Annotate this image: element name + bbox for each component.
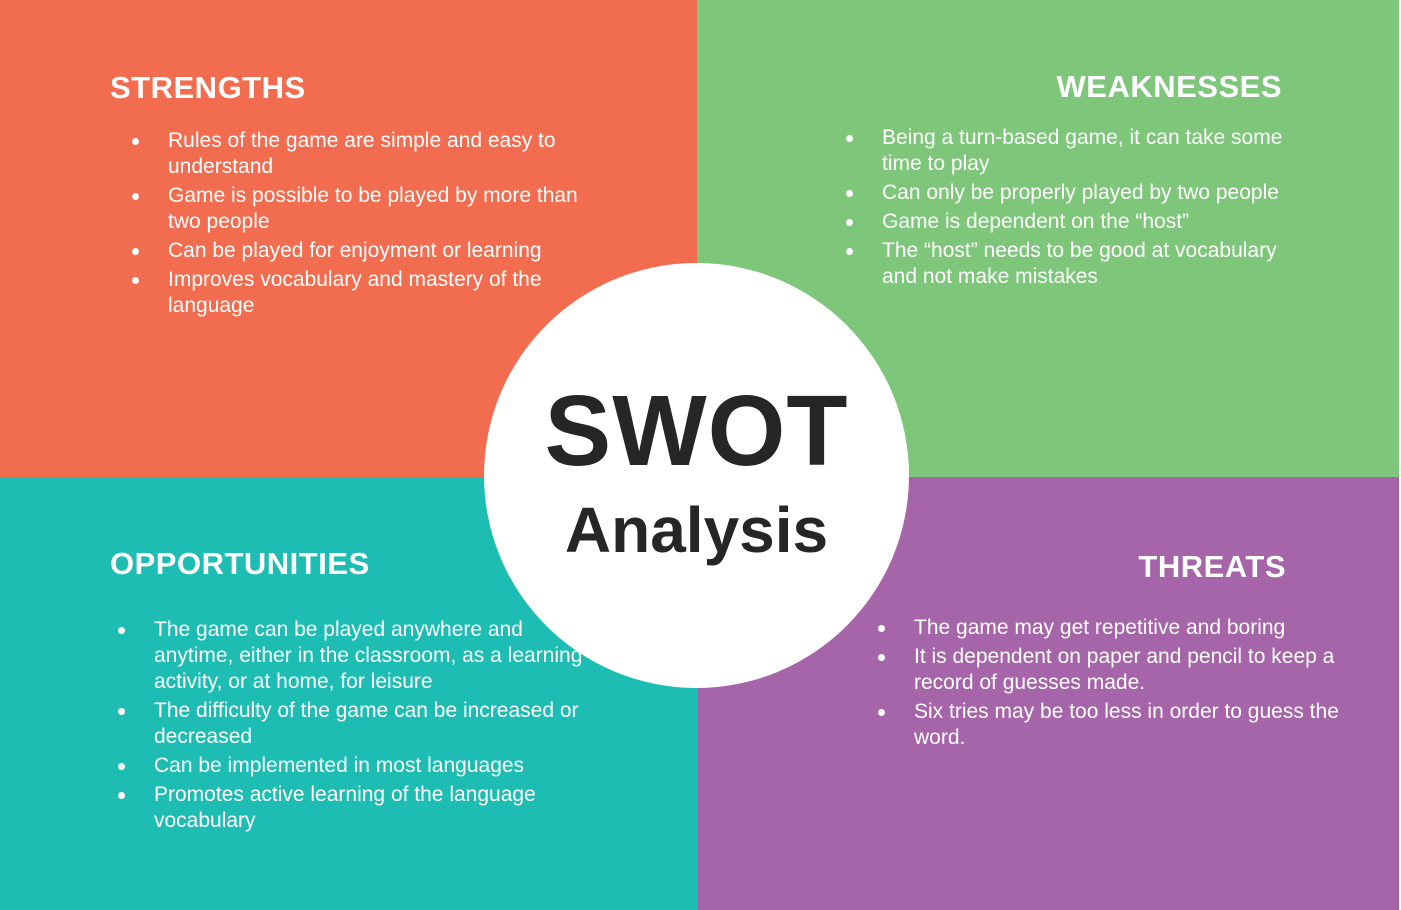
opportunities-quadrant: OPPORTUNITIES The game can be played any…	[0, 477, 698, 910]
bullet-icon	[846, 248, 853, 255]
opportunities-item: The game can be played anywhere and anyt…	[113, 617, 583, 695]
strengths-item: Can be played for enjoyment or learning	[127, 238, 597, 264]
weaknesses-item-text: The “host” needs to be good at vocabular…	[882, 239, 1277, 288]
bullet-icon	[132, 277, 139, 284]
threats-item-text: The game may get repetitive and boring	[914, 616, 1286, 639]
strengths-item: Game is possible to be played by more th…	[127, 183, 597, 235]
bullet-icon	[118, 763, 125, 770]
threats-item-text: It is dependent on paper and pencil to k…	[914, 645, 1335, 694]
strengths-item-text: Improves vocabulary and mastery of the l…	[168, 268, 542, 317]
threats-item: It is dependent on paper and pencil to k…	[873, 644, 1348, 696]
bullet-icon	[132, 248, 139, 255]
opportunities-item-text: The difficulty of the game can be increa…	[154, 699, 579, 748]
bullet-icon	[846, 190, 853, 197]
strengths-item-text: Can be played for enjoyment or learning	[168, 239, 542, 262]
opportunities-item-text: Can be implemented in most languages	[154, 754, 525, 777]
opportunities-item: Promotes active learning of the language…	[113, 782, 583, 834]
strengths-item-text: Rules of the game are simple and easy to…	[168, 129, 556, 178]
weaknesses-item: Can only be properly played by two peopl…	[841, 180, 1311, 206]
weaknesses-item: Game is dependent on the “host”	[841, 209, 1311, 235]
bullet-icon	[878, 709, 885, 716]
right-edge-divider	[1399, 0, 1401, 910]
weaknesses-heading: WEAKNESSES	[1056, 69, 1282, 104]
opportunities-item: The difficulty of the game can be increa…	[113, 698, 583, 750]
opportunities-list: The game can be played anywhere and anyt…	[113, 617, 583, 837]
strengths-item-text: Game is possible to be played by more th…	[168, 184, 578, 233]
weaknesses-item: The “host” needs to be good at vocabular…	[841, 238, 1311, 290]
bullet-icon	[118, 792, 125, 799]
opportunities-item: Can be implemented in most languages	[113, 753, 583, 779]
weaknesses-item-text: Being a turn-based game, it can take som…	[882, 126, 1283, 175]
strengths-item: Improves vocabulary and mastery of the l…	[127, 267, 597, 319]
bullet-icon	[118, 708, 125, 715]
center-title: SWOT	[544, 375, 849, 487]
center-circle: SWOT Analysis	[484, 263, 909, 688]
strengths-item: Rules of the game are simple and easy to…	[127, 128, 597, 180]
weaknesses-item-text: Can only be properly played by two peopl…	[882, 181, 1279, 204]
weaknesses-item-text: Game is dependent on the “host”	[882, 210, 1190, 233]
bullet-icon	[118, 627, 125, 634]
bullet-icon	[878, 625, 885, 632]
strengths-quadrant: STRENGTHS Rules of the game are simple a…	[0, 0, 697, 477]
bullet-icon	[878, 654, 885, 661]
weaknesses-item: Being a turn-based game, it can take som…	[841, 125, 1311, 177]
opportunities-item-text: Promotes active learning of the language…	[154, 783, 536, 832]
bullet-icon	[846, 219, 853, 226]
threats-list: The game may get repetitive and boring I…	[873, 615, 1348, 754]
bullet-icon	[132, 193, 139, 200]
threats-heading: THREATS	[1138, 549, 1286, 584]
threats-item: Six tries may be too less in order to gu…	[873, 699, 1348, 751]
bullet-icon	[132, 138, 139, 145]
strengths-heading: STRENGTHS	[110, 70, 306, 105]
weaknesses-list: Being a turn-based game, it can take som…	[841, 125, 1311, 293]
opportunities-heading: OPPORTUNITIES	[110, 546, 370, 581]
opportunities-item-text: The game can be played anywhere and anyt…	[154, 618, 583, 693]
threats-item-text: Six tries may be too less in order to gu…	[914, 700, 1339, 749]
bullet-icon	[846, 135, 853, 142]
strengths-list: Rules of the game are simple and easy to…	[127, 128, 597, 322]
threats-item: The game may get repetitive and boring	[873, 615, 1348, 641]
weaknesses-quadrant: WEAKNESSES Being a turn-based game, it c…	[697, 0, 1399, 477]
center-subtitle: Analysis	[564, 494, 829, 566]
